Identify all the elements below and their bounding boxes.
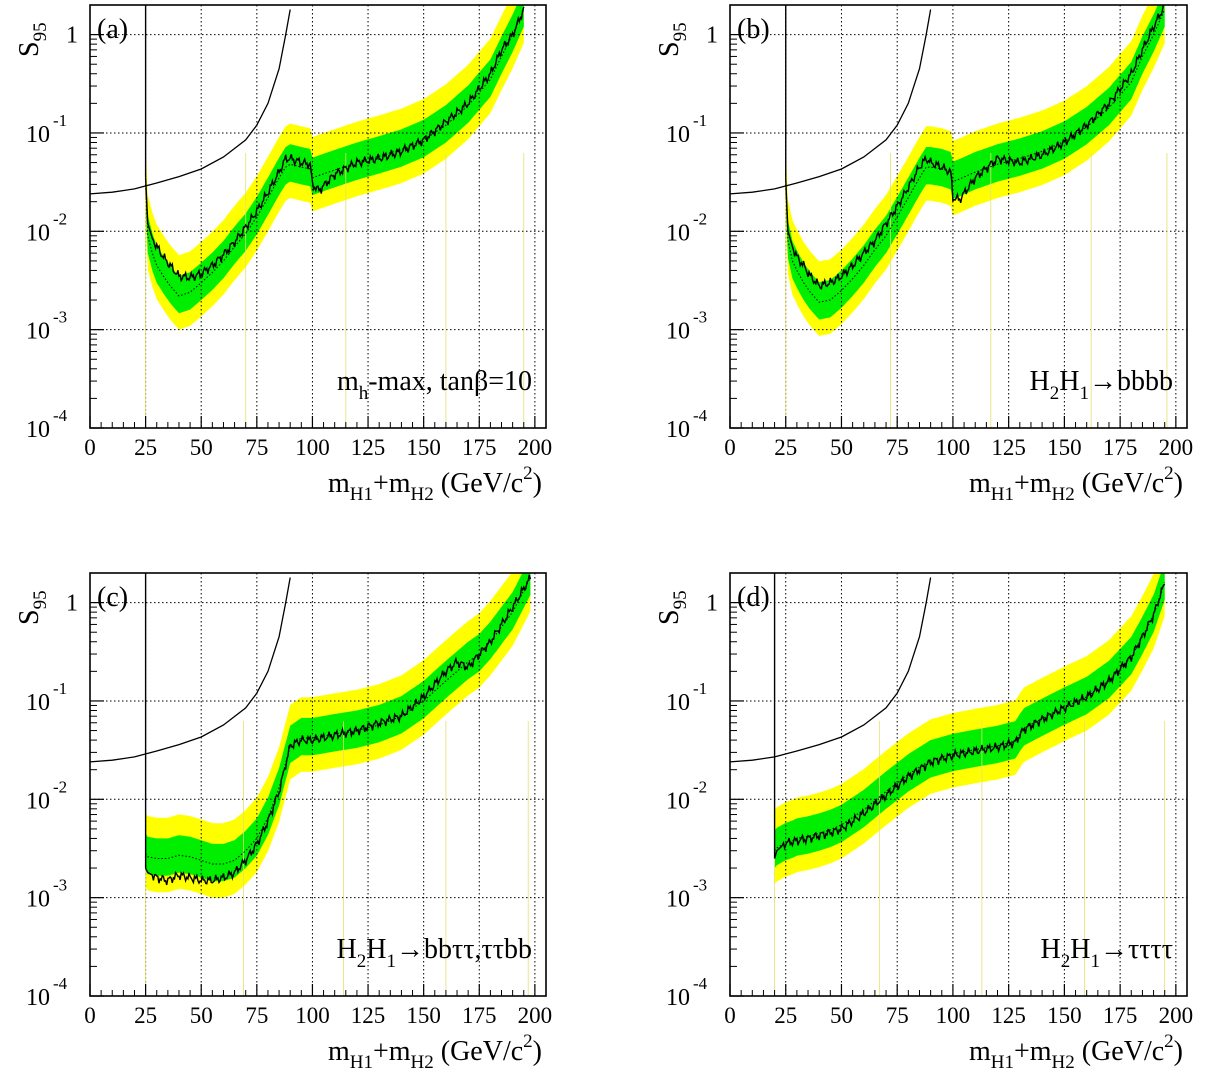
chart-panel: 0 25 50 75 100 125 150 175 200 10-4 10-3 10-2 10-1 1S… <box>654 572 1194 1068</box>
y-tick-label: 1 <box>706 23 718 49</box>
x-tick-label: 200 <box>518 435 553 460</box>
x-tick-label: 50 <box>830 1003 853 1028</box>
observed-line <box>773 583 1166 859</box>
plot-frame <box>729 572 1188 997</box>
x-axis-label: mH1+mH2 (GeV/c2) <box>328 463 542 505</box>
expected-line <box>145 577 531 865</box>
plot-area <box>90 5 546 428</box>
x-tick-label: 50 <box>830 435 853 460</box>
y-tick-label: 1 <box>66 23 78 49</box>
x-axis-label: mH1+mH2 (GeV/c2) <box>328 1031 542 1068</box>
plot-frame <box>89 4 547 429</box>
y-tick-label: 10-2 <box>26 777 67 814</box>
x-tick-label: 0 <box>724 1003 736 1028</box>
x-tick-label: 200 <box>518 1003 553 1028</box>
x-tick-label: 175 <box>1103 1003 1138 1028</box>
x-tick-label: 200 <box>1159 435 1194 460</box>
chart-panel: 0 25 50 75 100 125 150 175 200 10-4 10-3 10-2 10-1 1S… <box>14 4 553 505</box>
panel-annotation: H2H1→bbbb <box>1030 366 1173 404</box>
y-tick-label: 10-3 <box>26 876 67 913</box>
panel-annotation: H2H1→bbττ,ττbb <box>337 934 532 972</box>
plot-area <box>730 5 1187 428</box>
x-tick-label: 100 <box>295 1003 330 1028</box>
x-tick-label: 150 <box>406 1003 441 1028</box>
x-tick-label: 0 <box>84 435 96 460</box>
y-tick-label: 10-2 <box>666 209 707 246</box>
x-tick-label: 100 <box>936 1003 971 1028</box>
x-tick-label: 125 <box>991 1003 1026 1028</box>
expected-line <box>145 9 525 297</box>
observed-line <box>785 5 1165 290</box>
y-tick-label: 10-1 <box>26 679 67 716</box>
y-tick-label: 10-4 <box>26 974 68 1011</box>
y-tick-label: 10-4 <box>26 406 68 443</box>
panel-label: (b) <box>737 14 770 45</box>
x-tick-label: 125 <box>351 435 386 460</box>
x-tick-label: 100 <box>295 435 330 460</box>
x-tick-label: 100 <box>936 435 971 460</box>
reference-curve <box>90 577 291 763</box>
plot-area <box>730 573 1187 996</box>
chart-panel: 0 25 50 75 100 125 150 175 200 10-4 10-3 10-2 10-1 1S… <box>654 4 1194 505</box>
panel-annotation: H2H1→ττττ <box>1041 934 1173 972</box>
observed-line <box>144 6 525 283</box>
x-tick-label: 175 <box>1103 435 1138 460</box>
panel-annotation: mh-max, tanβ=10 <box>337 366 532 404</box>
y-tick-label: 1 <box>66 591 78 617</box>
y-tick-label: 10-3 <box>666 876 707 913</box>
x-axis-label: mH1+mH2 (GeV/c2) <box>969 463 1183 505</box>
panel-label: (d) <box>737 582 770 613</box>
x-tick-label: 200 <box>1159 1003 1194 1028</box>
y-tick-label: 10-4 <box>666 406 708 443</box>
y-axis-label: S95 <box>654 22 691 57</box>
reference-curve <box>730 9 932 195</box>
y-axis-label: S95 <box>14 590 51 625</box>
observed-line <box>144 574 532 886</box>
band-1sigma <box>145 5 524 314</box>
x-tick-label: 50 <box>190 435 213 460</box>
x-tick-label: 150 <box>406 435 441 460</box>
chart-panel: 0 25 50 75 100 125 150 175 200 10-4 10-3 10-2 10-1 1S… <box>14 572 553 1068</box>
y-axis-label: S95 <box>14 22 51 57</box>
x-tick-label: 125 <box>991 435 1026 460</box>
y-tick-label: 10-1 <box>26 111 67 148</box>
plot-frame <box>729 4 1188 429</box>
y-tick-label: 1 <box>706 591 718 617</box>
x-tick-label: 75 <box>245 1003 268 1028</box>
band-1sigma <box>774 573 1165 868</box>
x-tick-label: 175 <box>462 1003 497 1028</box>
x-tick-label: 75 <box>245 435 268 460</box>
x-tick-label: 150 <box>1047 1003 1082 1028</box>
y-tick-label: 10-2 <box>26 209 67 246</box>
x-tick-label: 25 <box>774 435 797 460</box>
x-tick-label: 175 <box>462 435 497 460</box>
x-tick-label: 25 <box>774 1003 797 1028</box>
y-tick-label: 10-1 <box>666 679 707 716</box>
x-tick-label: 25 <box>134 1003 157 1028</box>
plot-area <box>90 573 546 996</box>
panel-label: (c) <box>97 582 128 613</box>
x-tick-label: 150 <box>1047 435 1082 460</box>
y-tick-label: 10-3 <box>26 308 67 345</box>
x-tick-label: 125 <box>351 1003 386 1028</box>
x-tick-label: 75 <box>886 435 909 460</box>
band-1sigma <box>145 573 531 882</box>
y-axis-label: S95 <box>654 590 691 625</box>
y-tick-label: 10-3 <box>666 308 707 345</box>
y-tick-label: 10-4 <box>666 974 708 1011</box>
y-tick-label: 10-1 <box>666 111 707 148</box>
y-tick-label: 10-2 <box>666 777 707 814</box>
x-tick-label: 50 <box>190 1003 213 1028</box>
reference-curve <box>730 577 932 763</box>
x-tick-label: 75 <box>886 1003 909 1028</box>
plot-frame <box>89 572 547 997</box>
x-tick-label: 25 <box>134 435 157 460</box>
x-tick-label: 0 <box>84 1003 96 1028</box>
x-tick-label: 0 <box>724 435 736 460</box>
x-axis-label: mH1+mH2 (GeV/c2) <box>969 1031 1183 1068</box>
panel-label: (a) <box>97 14 128 45</box>
reference-curve <box>90 9 291 195</box>
band-1sigma <box>785 5 1165 320</box>
